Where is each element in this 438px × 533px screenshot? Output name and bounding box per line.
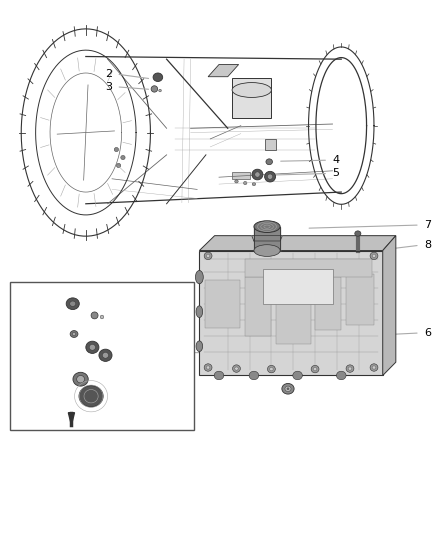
Ellipse shape	[77, 375, 85, 383]
Polygon shape	[254, 227, 280, 251]
Bar	[245, 259, 372, 277]
Bar	[232, 172, 250, 179]
Ellipse shape	[235, 180, 238, 183]
Ellipse shape	[268, 366, 276, 373]
Ellipse shape	[268, 174, 273, 179]
Ellipse shape	[70, 330, 78, 337]
Text: 4: 4	[20, 329, 27, 339]
Ellipse shape	[73, 372, 88, 386]
Bar	[346, 274, 374, 325]
Ellipse shape	[372, 366, 376, 369]
Ellipse shape	[235, 367, 238, 370]
Ellipse shape	[89, 344, 95, 350]
Bar	[263, 269, 332, 304]
Ellipse shape	[72, 333, 76, 336]
Ellipse shape	[99, 349, 112, 361]
Ellipse shape	[66, 298, 79, 310]
Text: 7: 7	[424, 220, 431, 230]
Bar	[315, 277, 341, 330]
Ellipse shape	[206, 366, 210, 369]
Text: 8: 8	[424, 240, 431, 250]
Ellipse shape	[372, 254, 376, 257]
Text: 4: 4	[332, 155, 339, 165]
Text: 6: 6	[20, 374, 27, 384]
Bar	[245, 277, 272, 336]
Ellipse shape	[204, 252, 212, 260]
Polygon shape	[68, 413, 74, 425]
Text: 2: 2	[20, 298, 27, 309]
Ellipse shape	[195, 270, 203, 284]
Ellipse shape	[287, 387, 289, 390]
Ellipse shape	[153, 73, 162, 82]
Ellipse shape	[348, 367, 352, 370]
Text: 5: 5	[332, 168, 339, 179]
Ellipse shape	[254, 245, 280, 256]
Ellipse shape	[254, 221, 280, 232]
Ellipse shape	[196, 306, 203, 318]
Ellipse shape	[370, 252, 378, 260]
Polygon shape	[252, 236, 283, 241]
Ellipse shape	[114, 148, 119, 152]
Ellipse shape	[311, 366, 319, 373]
Text: 7: 7	[145, 392, 152, 402]
Polygon shape	[208, 64, 239, 77]
Ellipse shape	[265, 171, 276, 182]
Ellipse shape	[233, 365, 240, 372]
Ellipse shape	[151, 86, 158, 92]
Text: 8: 8	[20, 415, 27, 425]
Ellipse shape	[313, 368, 317, 370]
Ellipse shape	[346, 365, 354, 372]
Ellipse shape	[370, 364, 378, 371]
Ellipse shape	[121, 156, 125, 160]
Text: 6: 6	[424, 328, 431, 338]
Ellipse shape	[355, 231, 361, 236]
Polygon shape	[199, 236, 396, 251]
Ellipse shape	[196, 341, 203, 352]
Ellipse shape	[270, 368, 273, 370]
Text: 1: 1	[232, 348, 239, 358]
Ellipse shape	[285, 386, 291, 391]
Ellipse shape	[252, 182, 256, 185]
Polygon shape	[199, 251, 383, 375]
Ellipse shape	[249, 371, 259, 379]
Bar	[265, 139, 276, 150]
Ellipse shape	[117, 164, 121, 167]
Bar	[276, 274, 311, 344]
Bar	[232, 78, 272, 118]
Text: 3: 3	[145, 312, 152, 322]
Ellipse shape	[102, 352, 109, 358]
Polygon shape	[383, 236, 396, 375]
Ellipse shape	[336, 371, 346, 379]
Ellipse shape	[232, 83, 272, 98]
Text: 5: 5	[145, 345, 152, 356]
Text: 2: 2	[105, 69, 112, 79]
Ellipse shape	[244, 181, 247, 184]
Ellipse shape	[252, 169, 263, 180]
Ellipse shape	[91, 312, 98, 319]
Ellipse shape	[255, 172, 260, 177]
Ellipse shape	[70, 301, 76, 306]
Ellipse shape	[100, 315, 104, 319]
Ellipse shape	[214, 371, 224, 379]
Bar	[205, 280, 240, 328]
Ellipse shape	[282, 383, 294, 394]
Bar	[11, 282, 194, 430]
Ellipse shape	[86, 341, 99, 353]
Ellipse shape	[159, 89, 161, 92]
Ellipse shape	[79, 385, 103, 407]
Ellipse shape	[293, 371, 302, 379]
Ellipse shape	[204, 364, 212, 371]
Text: 3: 3	[105, 82, 112, 92]
Ellipse shape	[206, 254, 210, 257]
Ellipse shape	[266, 159, 272, 165]
